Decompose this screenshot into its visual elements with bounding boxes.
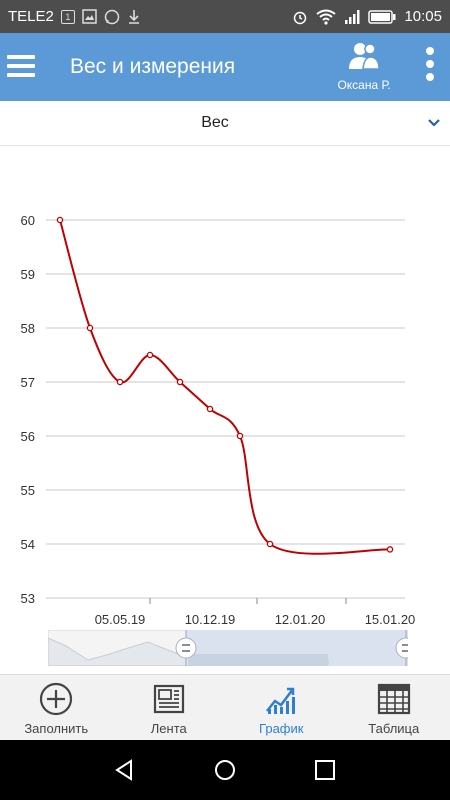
y-tick-label: 60	[21, 213, 35, 228]
table-icon	[377, 683, 410, 715]
data-point	[56, 216, 64, 224]
app-bar: Вес и измерения Оксана Р.	[0, 33, 450, 101]
users-icon	[349, 43, 380, 70]
data-point	[266, 540, 274, 548]
navigator-svg	[47, 629, 417, 667]
x-tick-label: 12.01.20	[275, 612, 326, 627]
home-icon[interactable]	[213, 758, 237, 782]
data-point	[86, 324, 94, 332]
nav-fill[interactable]: Заполнить	[0, 675, 113, 740]
nav-table-label: Таблица	[368, 721, 420, 736]
nav-feed[interactable]: Лента	[113, 675, 226, 740]
alarm-icon	[294, 11, 307, 24]
system-navigation-bar	[0, 740, 450, 800]
clock-label: 10:05	[404, 8, 442, 25]
page-title: Вес и измерения	[70, 55, 236, 78]
chart-svg: 53 54 55 56 57 58 59 60 05.05.19 10.12.19 12.01.20…	[21, 213, 416, 627]
chart-icon	[266, 687, 296, 714]
data-point	[176, 378, 184, 386]
newspaper-icon	[153, 684, 184, 714]
selector-value: Вес	[201, 114, 229, 131]
nav-chart[interactable]: График	[225, 675, 338, 740]
y-tick-label: 53	[21, 591, 35, 606]
signal-icon	[345, 9, 360, 24]
chart-navigator[interactable]	[47, 629, 417, 667]
y-tick-label: 57	[21, 375, 35, 390]
x-tick-label: 10.12.19	[185, 612, 236, 627]
carrier-label: TELE2	[8, 8, 54, 25]
navigator-left-handle[interactable]	[175, 637, 197, 659]
back-icon[interactable]	[112, 758, 136, 782]
data-point	[236, 432, 244, 440]
profile-name: Оксана Р.	[337, 78, 391, 92]
x-tick-label: 15.01.20	[365, 612, 416, 627]
weight-chart[interactable]: 53 54 55 56 57 58 59 60 05.05.19 10.12.19 12.01.20…	[0, 146, 450, 674]
profile-button[interactable]: Оксана Р.	[328, 41, 400, 92]
y-tick-label: 58	[21, 321, 35, 336]
nav-table[interactable]: Таблица	[338, 675, 450, 740]
y-tick-label: 59	[21, 267, 35, 282]
image-icon	[82, 9, 97, 24]
whatsapp-icon	[104, 9, 120, 24]
more-options-icon[interactable]	[420, 47, 440, 87]
nav-feed-label: Лента	[150, 721, 187, 736]
status-bar: TELE2 1 10:05	[0, 0, 450, 33]
y-tick-label: 56	[21, 429, 35, 444]
sim-icon: 1	[60, 9, 75, 24]
bottom-navigation: Заполнить Лента График Таблица	[0, 674, 450, 740]
menu-icon[interactable]	[7, 55, 35, 77]
y-tick-label: 54	[21, 537, 35, 552]
data-point	[146, 351, 154, 359]
data-point	[116, 378, 124, 386]
nav-fill-label: Заполнить	[24, 721, 89, 736]
data-point	[206, 405, 214, 413]
measurement-selector[interactable]: Вес	[0, 101, 450, 146]
download-icon	[128, 9, 139, 24]
chevron-down-icon	[428, 119, 440, 127]
battery-icon	[368, 9, 396, 24]
recents-icon[interactable]	[313, 758, 337, 782]
data-point	[386, 546, 394, 553]
plus-circle-icon	[40, 682, 73, 716]
x-tick-label: 05.05.19	[95, 612, 146, 627]
weight-series-line	[59, 219, 391, 555]
y-tick-label: 55	[21, 483, 35, 498]
wifi-icon	[316, 9, 337, 25]
nav-chart-label: График	[259, 721, 304, 736]
